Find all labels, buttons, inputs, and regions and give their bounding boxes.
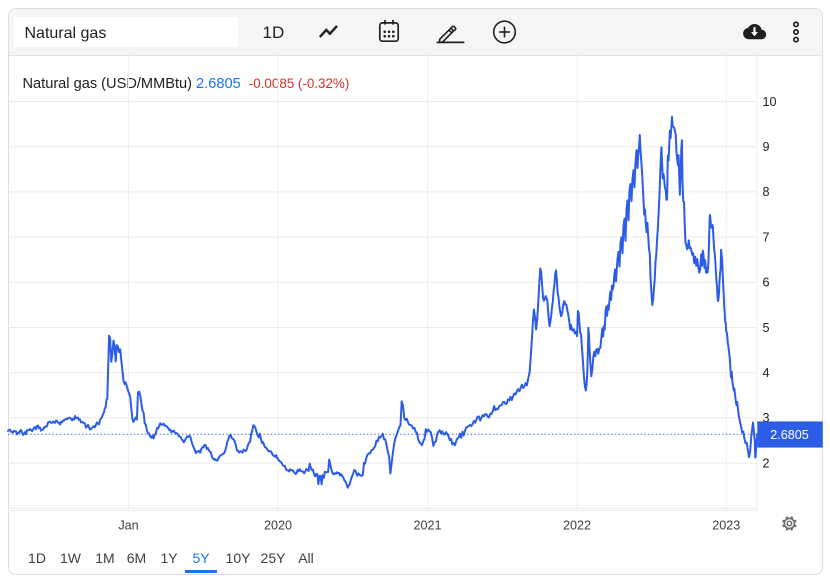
svg-text:9: 9 (763, 140, 770, 154)
svg-text:2020: 2020 (264, 519, 292, 533)
svg-text:7: 7 (763, 230, 770, 244)
svg-text:2022: 2022 (563, 519, 591, 533)
svg-text:5: 5 (763, 321, 770, 335)
svg-text:4: 4 (763, 366, 770, 380)
svg-text:2.6805: 2.6805 (770, 428, 809, 442)
svg-text:6: 6 (763, 276, 770, 290)
svg-text:8: 8 (763, 185, 770, 199)
svg-text:2021: 2021 (413, 519, 441, 533)
svg-text:2: 2 (763, 456, 770, 470)
svg-text:3: 3 (763, 411, 770, 425)
svg-text:2023: 2023 (712, 519, 740, 533)
svg-text:10: 10 (763, 95, 777, 109)
svg-text:Jan: Jan (118, 519, 138, 533)
